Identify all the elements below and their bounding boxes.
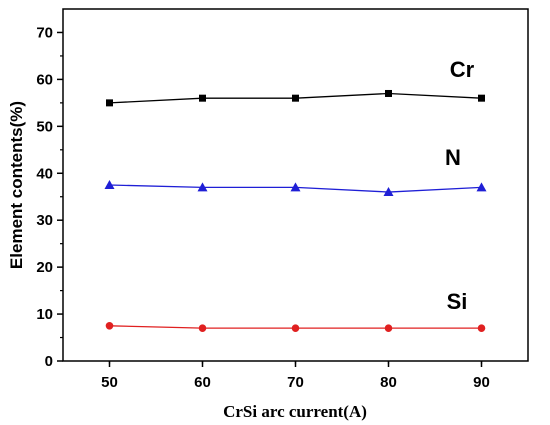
series-label: N [445,145,461,170]
y-tick-label: 10 [36,306,53,323]
x-tick-label: 50 [101,374,118,391]
data-point [197,182,208,192]
data-point [105,322,114,330]
y-tick-label: 20 [36,259,53,276]
x-axis: 50 60 70 80 90 [101,361,490,391]
series-label: Cr [450,57,475,82]
x-tick-label: 80 [380,374,397,391]
y-axis-title: Element contents(%) [7,101,26,269]
series-si: Si [105,289,486,332]
data-point [199,94,206,102]
data-point [290,182,301,192]
data-point [106,99,113,107]
series-layer: Cr N Si [104,57,487,332]
series-n: N [104,145,487,197]
data-point [291,324,300,332]
data-point [477,324,486,332]
x-tick-label: 90 [473,374,490,391]
y-tick-label: 60 [36,71,53,88]
data-point [384,324,393,332]
series-cr: Cr [106,57,485,107]
data-point [476,182,487,192]
data-point [292,94,299,102]
x-tick-label: 70 [287,374,304,391]
x-tick-label: 60 [194,374,211,391]
data-point [104,180,115,189]
y-axis: 0 10 20 30 40 50 60 70 [36,24,63,370]
x-axis-title: CrSi arc current(A) [223,402,367,421]
y-tick-label: 50 [36,118,53,135]
data-point [198,324,207,332]
y-tick-label: 30 [36,212,53,229]
data-point [478,94,485,102]
data-point [383,187,394,197]
y-tick-label: 0 [45,353,53,370]
y-tick-label: 70 [36,24,53,41]
series-label: Si [447,289,468,314]
y-tick-label: 40 [36,165,53,182]
data-point [385,89,392,97]
